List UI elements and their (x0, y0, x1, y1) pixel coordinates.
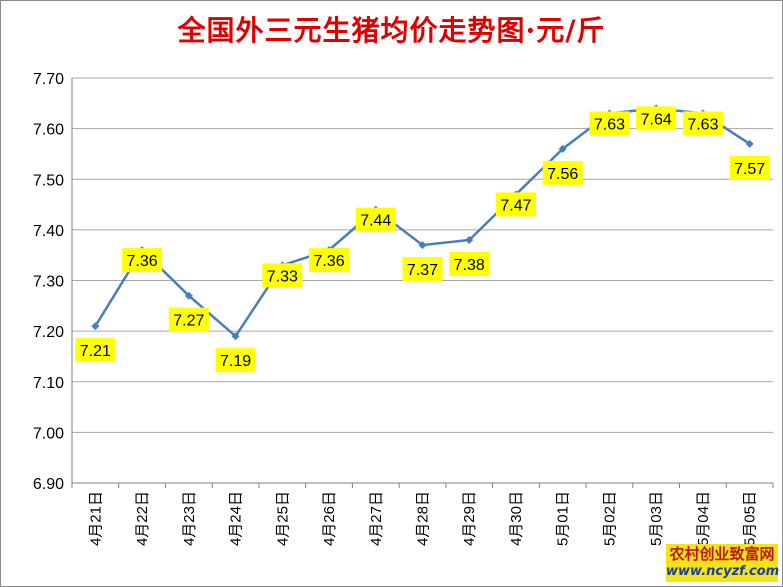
data-label: 7.64 (641, 111, 672, 128)
y-tick-label: 7.00 (33, 425, 64, 442)
x-category-label: 4月27日 (368, 491, 385, 546)
watermark-url: www.ncyzf.com (666, 564, 780, 579)
x-category-label: 4月25日 (274, 491, 291, 546)
data-label: 7.19 (220, 353, 251, 370)
x-category-label: 5月05日 (742, 491, 759, 546)
data-label: 7.36 (127, 253, 158, 270)
data-label: 7.63 (687, 116, 718, 133)
data-point-marker (91, 322, 100, 331)
data-label: 7.44 (360, 213, 391, 230)
data-label-box (168, 307, 209, 332)
data-label-box (682, 111, 723, 136)
x-category-label: 4月22日 (134, 491, 151, 546)
data-label: 7.33 (267, 268, 298, 285)
data-label: 7.63 (594, 116, 625, 133)
series-line (94, 107, 751, 338)
data-label-box (449, 252, 490, 276)
data-label: 7.27 (173, 313, 204, 330)
data-point-marker (418, 241, 427, 250)
data-point-marker (558, 144, 567, 153)
y-tick-label: 7.70 (33, 71, 64, 88)
y-tick-label: 7.20 (33, 324, 64, 341)
x-category-label: 4月21日 (87, 491, 104, 546)
x-category-label: 4月30日 (508, 491, 525, 546)
data-label-box (589, 111, 630, 136)
y-tick-label: 7.60 (33, 122, 64, 139)
data-label-box (75, 338, 116, 363)
x-category-label: 5月03日 (648, 491, 665, 546)
data-label-box (309, 248, 350, 273)
y-tick-label: 7.50 (33, 172, 64, 189)
watermark-logo: 农村创业致富网 www.ncyzf.com (666, 544, 780, 582)
data-label-box (495, 192, 536, 217)
data-label: 7.37 (407, 262, 438, 279)
x-category-label: 5月04日 (695, 491, 712, 546)
data-label-box (542, 160, 583, 185)
y-tick-label: 7.30 (33, 274, 64, 291)
x-category-label: 4月26日 (321, 491, 338, 546)
data-label-box (402, 257, 443, 282)
x-category-label: 4月28日 (415, 491, 432, 546)
x-category-label: 4月24日 (228, 491, 245, 546)
watermark-site-name: 农村创业致富网 (669, 545, 775, 563)
data-label: 7.38 (454, 257, 485, 274)
data-label-box (636, 106, 677, 131)
data-label: 7.56 (547, 166, 578, 183)
data-label: 7.57 (734, 161, 765, 178)
data-label-box (729, 155, 770, 180)
chart-title: 全国外三元生猪均价走势图·元/斤 (177, 14, 606, 47)
x-category-label: 5月01日 (555, 491, 572, 546)
y-tick-label: 6.90 (33, 476, 64, 493)
data-point-marker (184, 291, 193, 300)
x-category-label: 4月23日 (181, 491, 198, 546)
data-label: 7.21 (80, 343, 111, 360)
data-point-marker (745, 139, 754, 148)
data-label: 7.47 (500, 197, 531, 214)
data-point-marker (465, 236, 474, 244)
data-label: 7.36 (313, 253, 344, 270)
data-point-marker (231, 332, 240, 341)
y-tick-label: 7.40 (33, 223, 64, 240)
x-category-label: 5月02日 (601, 491, 618, 546)
data-label-box (262, 263, 303, 288)
data-label-box (355, 207, 396, 232)
y-tick-label: 7.10 (33, 375, 64, 392)
data-label-box (122, 248, 163, 273)
data-label-box (215, 348, 256, 373)
x-category-label: 4月29日 (461, 491, 478, 546)
